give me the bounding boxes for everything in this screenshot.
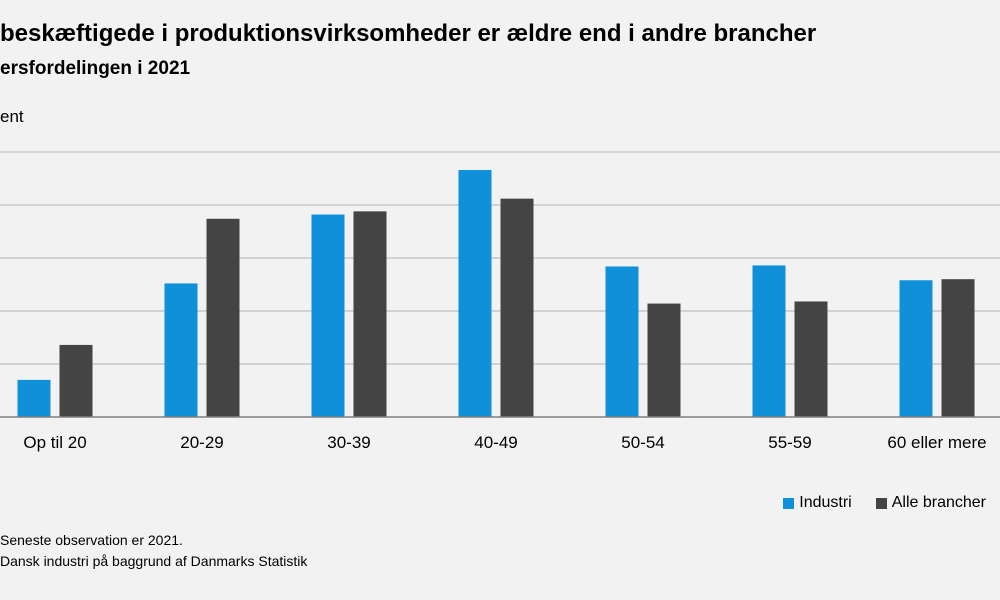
bar-industri bbox=[752, 265, 786, 417]
source-note: Dansk industri på baggrund af Danmarks S… bbox=[0, 553, 308, 569]
bar-alle-brancher bbox=[59, 344, 93, 417]
bar-alle-brancher bbox=[647, 303, 681, 417]
x-tick-label: 50-54 bbox=[621, 433, 664, 452]
legend-label-alle-brancher: Alle brancher bbox=[891, 494, 986, 511]
bar-industri bbox=[458, 170, 492, 417]
x-tick-label: 55-59 bbox=[768, 433, 811, 452]
legend-item-industri: Industri bbox=[783, 494, 852, 512]
bar-industri bbox=[311, 214, 345, 417]
bar-industri bbox=[17, 379, 51, 417]
legend: Industri Alle brancher bbox=[783, 494, 986, 512]
chart-title: beskæftigede i produktionsvirksomheder e… bbox=[0, 20, 817, 47]
legend-item-alle-brancher: Alle brancher bbox=[875, 494, 986, 512]
bar-alle-brancher bbox=[353, 211, 387, 417]
x-tick-label: 40-49 bbox=[474, 433, 517, 452]
bar-industri bbox=[164, 283, 198, 417]
bar-alle-brancher bbox=[206, 218, 240, 417]
legend-swatch-alle-brancher bbox=[875, 497, 887, 509]
bar-alle-brancher bbox=[794, 301, 828, 417]
bar-industri bbox=[899, 280, 933, 417]
legend-swatch-industri bbox=[783, 497, 795, 509]
x-tick-label: 30-39 bbox=[327, 433, 370, 452]
x-tick-label: 20-29 bbox=[180, 433, 223, 452]
x-tick-label: 60 eller mere bbox=[887, 433, 986, 452]
bar-alle-brancher bbox=[941, 279, 975, 417]
y-axis-label: ent bbox=[0, 107, 24, 126]
footnote: Seneste observation er 2021. bbox=[0, 532, 183, 548]
bar-alle-brancher bbox=[500, 198, 534, 417]
bar-industri bbox=[605, 266, 639, 417]
chart-subtitle: ersfordelingen i 2021 bbox=[0, 58, 191, 79]
x-tick-label: Op til 20 bbox=[23, 433, 86, 452]
legend-label-industri: Industri bbox=[799, 494, 852, 511]
